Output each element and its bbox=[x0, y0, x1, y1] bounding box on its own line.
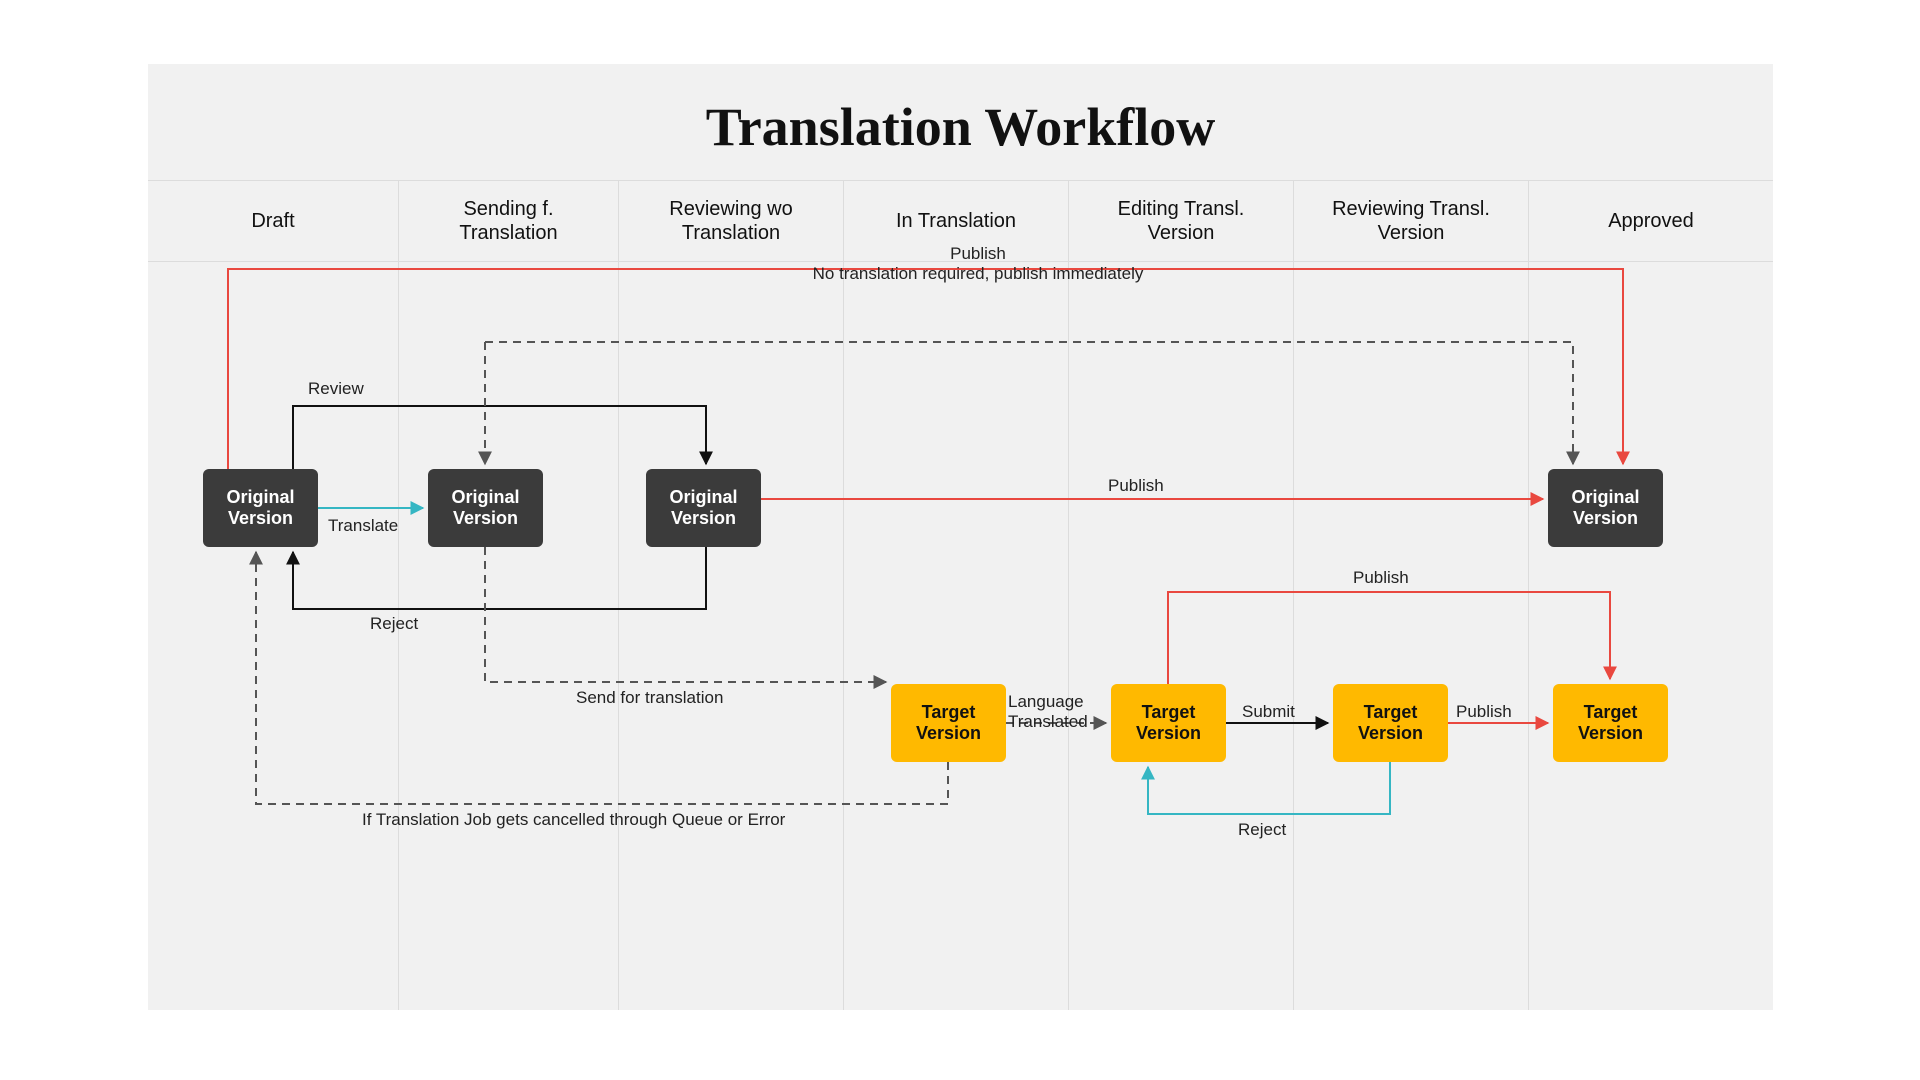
edge-e_reject_rw bbox=[293, 547, 706, 609]
lane-label-draft: Draft bbox=[148, 181, 398, 261]
lane-divider bbox=[398, 260, 399, 1010]
edge-e_reject_tv bbox=[1148, 762, 1390, 814]
edge-label-e_lang_translated: LanguageTranslated bbox=[1008, 692, 1088, 732]
lane-divider bbox=[843, 260, 844, 1010]
lane-divider bbox=[618, 260, 619, 1010]
lane-divider bbox=[1293, 260, 1294, 1010]
node-ov_review_wo: OriginalVersion bbox=[646, 469, 761, 547]
edge-label-e_publish_top: PublishNo translation required, publish … bbox=[758, 244, 1198, 284]
diagram-canvas: Translation Workflow DraftSending f.Tran… bbox=[148, 64, 1773, 1010]
edge-label-e_review: Review bbox=[308, 379, 364, 399]
edge-e_dashed_to_approved bbox=[485, 342, 1573, 464]
lane-label-sending: Sending f.Translation bbox=[398, 181, 618, 261]
edge-e_review bbox=[293, 406, 706, 469]
node-tv_edit: TargetVersion bbox=[1111, 684, 1226, 762]
edge-label-e_translate: Translate bbox=[328, 516, 398, 536]
node-ov_sending: OriginalVersion bbox=[428, 469, 543, 547]
node-tv_approved: TargetVersion bbox=[1553, 684, 1668, 762]
edge-label-e_publish_rw: Publish bbox=[1108, 476, 1164, 496]
edge-label-e_send_for_transl: Send for translation bbox=[576, 688, 723, 708]
edge-label-e_reject_rw: Reject bbox=[370, 614, 418, 634]
lane-label-approved: Approved bbox=[1528, 181, 1773, 261]
edge-label-e_submit: Submit bbox=[1242, 702, 1295, 722]
node-tv_review: TargetVersion bbox=[1333, 684, 1448, 762]
lane-divider bbox=[1528, 260, 1529, 1010]
edge-e_publish_top bbox=[228, 269, 1623, 469]
lane-divider bbox=[1068, 260, 1069, 1010]
edge-e_cancel bbox=[256, 552, 948, 804]
diagram-title: Translation Workflow bbox=[148, 96, 1773, 158]
node-tv_in: TargetVersion bbox=[891, 684, 1006, 762]
edge-label-e_reject_tv: Reject bbox=[1238, 820, 1286, 840]
node-ov_draft: OriginalVersion bbox=[203, 469, 318, 547]
lane-label-review_tv: Reviewing Transl.Version bbox=[1293, 181, 1528, 261]
edge-label-e_publish_tv1: Publish bbox=[1456, 702, 1512, 722]
edge-e_send_for_transl bbox=[485, 547, 886, 682]
edge-label-e_cancel: If Translation Job gets cancelled throug… bbox=[362, 810, 785, 830]
edge-label-e_publish_tv_top: Publish bbox=[1353, 568, 1409, 588]
edge-e_publish_tv_top bbox=[1168, 592, 1610, 684]
node-ov_approved: OriginalVersion bbox=[1548, 469, 1663, 547]
